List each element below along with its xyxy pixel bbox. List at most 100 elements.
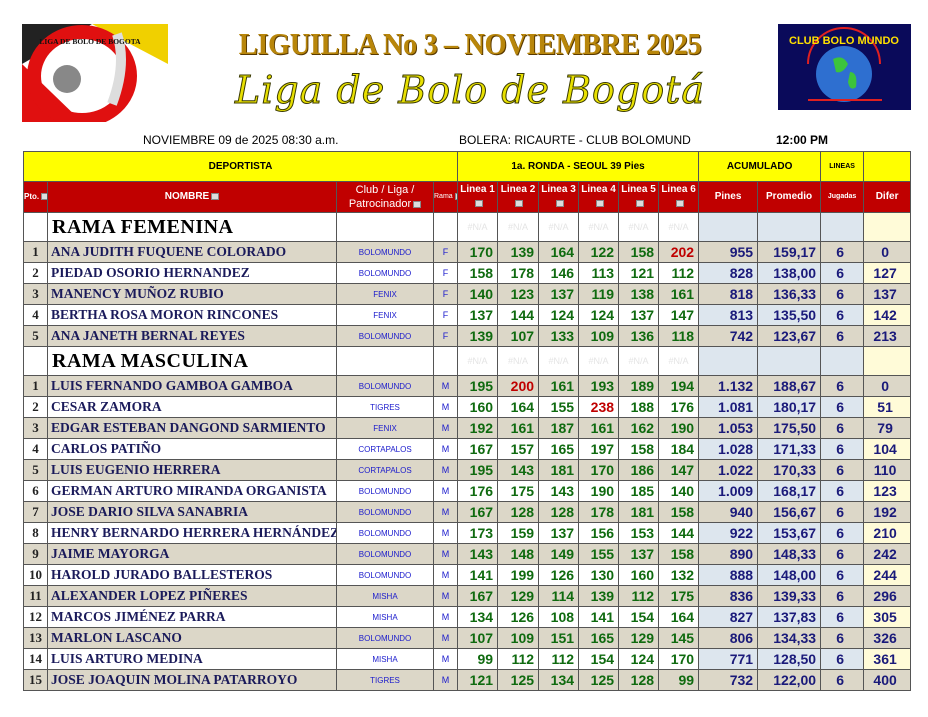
filter-dropdown-icon[interactable] [595, 199, 604, 207]
promedio: 171,33 [757, 438, 822, 460]
rank: 5 [23, 325, 48, 347]
section-title: RAMA MASCULINA [47, 346, 337, 376]
section-row: RAMA FEMENINA #N/A #N/A #N/A #N/A #N/A #N/A [23, 212, 912, 242]
club: TIGRES [336, 396, 434, 418]
section-title: RAMA FEMENINA [47, 212, 337, 242]
club: BOLOMUNDO [336, 564, 434, 586]
table-row[interactable]: 8 HENRY BERNARDO HERRERA HERNÁNDEZ BOLOMUN… [23, 522, 912, 544]
table-row[interactable]: 9 JAIME MAYORGA BOLOMUNDO M 143 148 149 155 137 1… [23, 543, 912, 565]
score-linea-1: 141 [457, 564, 499, 586]
score-linea-2: 112 [497, 648, 540, 670]
filter-dropdown-icon[interactable] [413, 200, 422, 208]
placeholder-cell: #N/A [497, 346, 540, 376]
column-label: Linea 2 [500, 184, 536, 195]
club: MISHA [336, 585, 434, 607]
player-name: MANENCY MUÑOZ RUBIO [47, 283, 337, 305]
table-row[interactable]: 5 LUIS EUGENIO HERRERA CORTAPALOS M 195 143 18… [23, 459, 912, 481]
jugadas: 6 [820, 304, 865, 326]
filter-dropdown-icon[interactable] [515, 199, 524, 207]
table-row[interactable]: 12 MARCOS JIMÉNEZ PARRA MISHA M 134 126 108 141… [23, 606, 912, 628]
table-row[interactable]: 10 HAROLD JURADO BALLESTEROS BOLOMUNDO M 141… [23, 564, 912, 586]
rama: M [432, 459, 459, 481]
score-linea-5: 188 [618, 396, 660, 418]
table-row[interactable]: 3 MANENCY MUÑOZ RUBIO FENIX F 140 123 137 119 13… [23, 283, 912, 305]
club: BOLOMUNDO [336, 480, 434, 502]
filter-dropdown-icon[interactable] [474, 199, 483, 207]
promedio: 148,00 [757, 564, 822, 586]
promedio: 136,33 [757, 283, 822, 305]
col-nombre: NOMBRE [47, 181, 337, 213]
section-promedio [757, 346, 822, 376]
pines: 922 [698, 522, 759, 544]
filter-dropdown-icon[interactable] [454, 192, 457, 200]
section-club [336, 212, 434, 242]
jugadas: 6 [820, 564, 865, 586]
page-subtitle: Liga de Bolo de Bogotá [234, 68, 706, 113]
table-row[interactable]: 13 MARLON LASCANO BOLOMUNDO M 107 109 151 165 12… [23, 627, 912, 649]
score-linea-6: 118 [658, 325, 700, 347]
event-time: 12:00 PM [776, 133, 829, 147]
score-linea-2: 109 [497, 627, 540, 649]
jugadas: 6 [820, 438, 865, 460]
table-row[interactable]: 1 LUIS FERNANDO GAMBOA GAMBOA BOLOMUNDO M 19… [23, 375, 912, 397]
rank: 12 [23, 606, 48, 628]
filter-dropdown-icon[interactable] [635, 199, 644, 207]
promedio: 180,17 [757, 396, 822, 418]
promedio: 134,33 [757, 627, 822, 649]
promedio: 122,00 [757, 669, 822, 691]
filter-dropdown-icon[interactable] [211, 192, 220, 200]
table-row[interactable]: 15 JOSE JOAQUIN MOLINA PATARROYO TIGRES M 12… [23, 669, 912, 691]
score-linea-4: 141 [578, 606, 620, 628]
rank: 10 [23, 564, 48, 586]
club: BOLOMUNDO [336, 375, 434, 397]
table-row[interactable]: 3 EDGAR ESTEBAN DANGOND SARMIENTO FENIX M 19… [23, 417, 912, 439]
player-name: ANA JUDITH FUQUENE COLORADO [47, 241, 337, 263]
table-row[interactable]: 7 JOSE DARIO SILVA SANABRIA BOLOMUNDO M 167 1… [23, 501, 912, 523]
score-linea-3: 143 [538, 480, 580, 502]
difer: 127 [863, 262, 912, 284]
score-linea-4: 125 [578, 669, 620, 691]
score-linea-4: 109 [578, 325, 620, 347]
player-name: LUIS ARTURO MEDINA [47, 648, 337, 670]
pines: 890 [698, 543, 759, 565]
col-jugadas: Jugadas [820, 181, 865, 213]
jugadas: 6 [820, 459, 865, 481]
placeholder-cell: #N/A [538, 346, 580, 376]
table-row[interactable]: 11 ALEXANDER LOPEZ PIÑERES MISHA M 167 129 114… [23, 585, 912, 607]
score-linea-3: 161 [538, 375, 580, 397]
player-name: MARCOS JIMÉNEZ PARRA [47, 606, 337, 628]
score-linea-1: 167 [457, 438, 499, 460]
table-row[interactable]: 14 LUIS ARTURO MEDINA MISHA M 99 112 112 154 124… [23, 648, 912, 670]
difer: 210 [863, 522, 912, 544]
promedio: 128,50 [757, 648, 822, 670]
difer: 123 [863, 480, 912, 502]
player-name: JOSE DARIO SILVA SANABRIA [47, 501, 337, 523]
group-header-acumulado: ACUMULADO [698, 151, 822, 182]
table-row[interactable]: 1 ANA JUDITH FUQUENE COLORADO BOLOMUNDO F 17… [23, 241, 912, 263]
score-linea-1: 192 [457, 417, 499, 439]
score-linea-6: 158 [658, 543, 700, 565]
jugadas: 6 [820, 480, 865, 502]
filter-dropdown-icon[interactable] [41, 193, 47, 201]
pines: 732 [698, 669, 759, 691]
promedio: 135,50 [757, 304, 822, 326]
jugadas: 6 [820, 417, 865, 439]
club: BOLOMUNDO [336, 543, 434, 565]
table-row[interactable]: 2 CESAR ZAMORA TIGRES M 160 164 155 238 188 176 1.… [23, 396, 912, 418]
table-row[interactable]: 4 BERTHA ROSA MORON RINCONES FENIX F 137 144 1… [23, 304, 912, 326]
table-row[interactable]: 4 CARLOS PATIÑO CORTAPALOS M 167 157 165 197 158… [23, 438, 912, 460]
filter-dropdown-icon[interactable] [555, 199, 564, 207]
table-row[interactable]: 2 PIEDAD OSORIO HERNANDEZ BOLOMUNDO F 158 178… [23, 262, 912, 284]
table-row[interactable]: 5 ANA JANETH BERNAL REYES BOLOMUNDO F 139 107… [23, 325, 912, 347]
score-linea-2: 161 [497, 417, 540, 439]
score-linea-3: 108 [538, 606, 580, 628]
section-row: RAMA MASCULINA #N/A #N/A #N/A #N/A #N/A #N/A [23, 346, 912, 376]
club: FENIX [336, 417, 434, 439]
rank: 2 [23, 396, 48, 418]
filter-dropdown-icon[interactable] [675, 199, 684, 207]
score-linea-3: 187 [538, 417, 580, 439]
difer: 326 [863, 627, 912, 649]
section-pines [698, 346, 759, 376]
col-linea-2: Linea 2 [497, 181, 540, 213]
table-row[interactable]: 6 GERMAN ARTURO MIRANDA ORGANISTA BOLOMUND… [23, 480, 912, 502]
